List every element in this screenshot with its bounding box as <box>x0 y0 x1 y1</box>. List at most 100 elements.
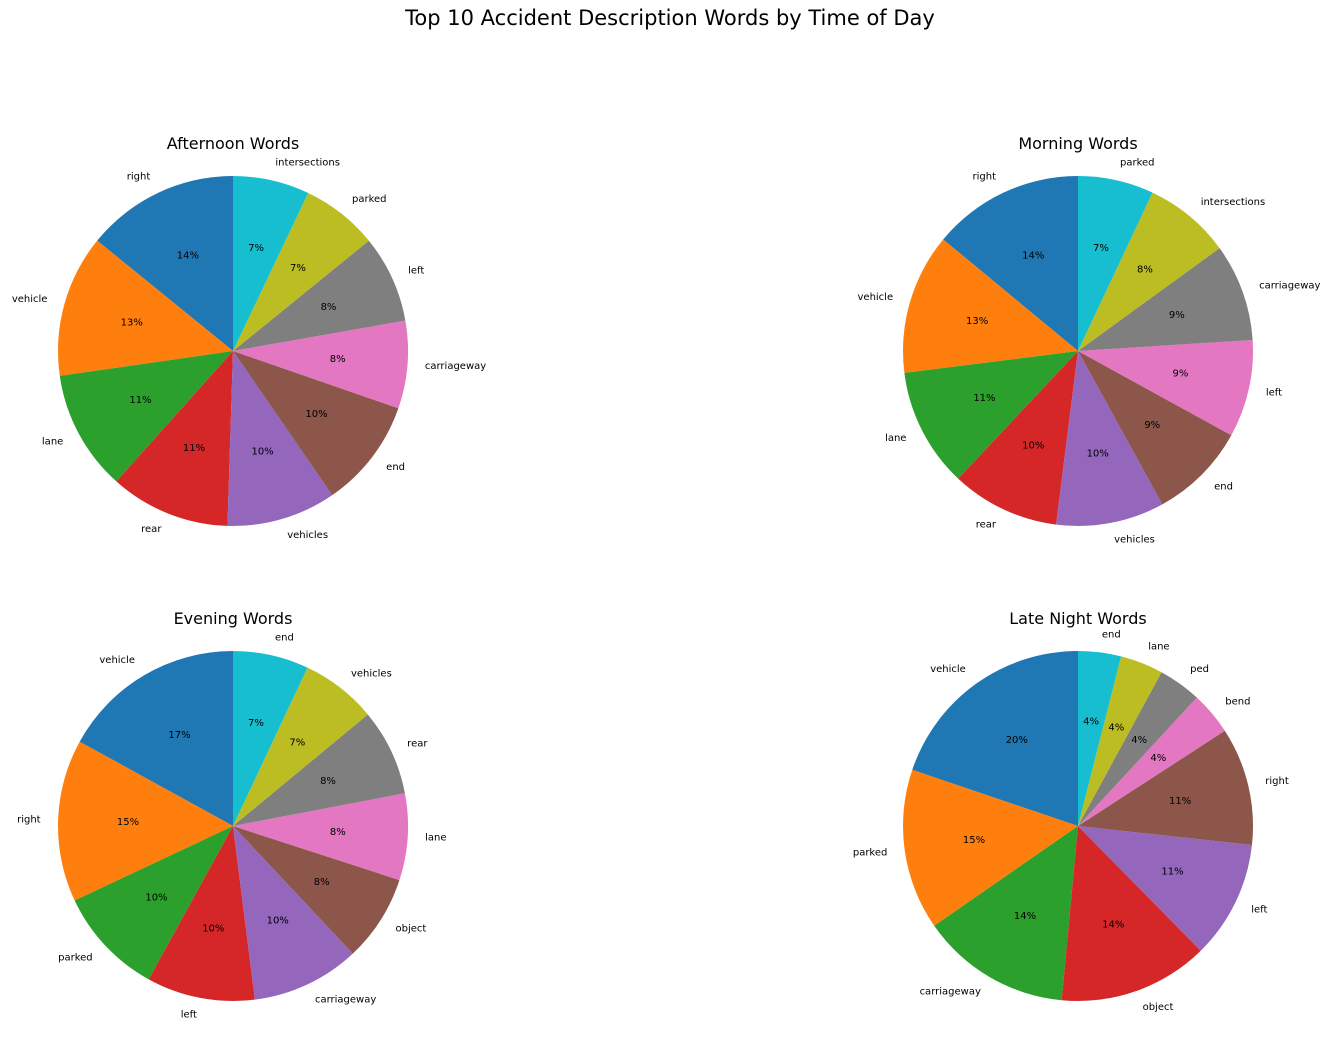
slice-percent-lane: 4% <box>1108 723 1124 734</box>
slice-percent-rear: 8% <box>320 776 336 787</box>
pie-slice-right <box>97 176 233 351</box>
slice-label-bend: bend <box>1225 697 1250 708</box>
pie-slice-lane <box>233 793 408 881</box>
slice-percent-left: 9% <box>1173 368 1189 379</box>
slice-percent-lane: 8% <box>330 827 346 838</box>
slice-label-lane: lane <box>42 436 63 447</box>
slice-label-object: object <box>396 924 427 935</box>
figure-title: Top 10 Accident Description Words by Tim… <box>405 6 935 30</box>
slice-percent-end: 10% <box>305 409 327 420</box>
slice-percent-bend: 4% <box>1150 753 1166 764</box>
slice-percent-vehicle: 20% <box>1006 735 1028 746</box>
slice-label-left: left <box>181 1010 197 1021</box>
slice-label-left: left <box>1266 387 1282 398</box>
slice-percent-parked: 7% <box>1093 243 1109 254</box>
chart-title: Late Night Words <box>1009 609 1146 628</box>
slice-label-ped: ped <box>1190 664 1209 675</box>
slice-percent-carriageway: 10% <box>267 916 289 927</box>
slice-percent-carriageway: 14% <box>1014 911 1036 922</box>
slice-label-rear: rear <box>976 520 997 531</box>
slice-percent-end: 9% <box>1144 420 1160 431</box>
chart-title: Afternoon Words <box>167 134 300 153</box>
slice-percent-ped: 4% <box>1131 735 1147 746</box>
slice-label-object: object <box>1143 1002 1174 1013</box>
slice-percent-left: 11% <box>1161 866 1183 877</box>
slice-label-vehicle: vehicle <box>930 664 966 675</box>
pie-slice-left <box>148 826 255 1001</box>
pie-slice-lane <box>59 351 233 482</box>
pie-slice-parked <box>74 826 233 980</box>
pie-slice-left <box>1078 826 1252 951</box>
slice-label-end: end <box>1214 482 1233 493</box>
chart-title: Morning Words <box>1018 134 1137 153</box>
slice-label-lane: lane <box>1148 641 1169 652</box>
slice-percent-parked: 15% <box>963 835 985 846</box>
slice-label-carriageway: carriageway <box>1259 280 1320 291</box>
slice-label-right: right <box>1265 776 1289 787</box>
slice-label-left: left <box>1251 904 1267 915</box>
pie-slice-end <box>233 351 399 496</box>
pie-slice-vehicle <box>912 651 1078 826</box>
slice-label-carriageway: carriageway <box>920 987 981 998</box>
slice-label-parked: parked <box>1120 158 1155 169</box>
slice-percent-carriageway: 8% <box>330 354 346 365</box>
slice-label-right: right <box>973 171 997 182</box>
slice-percent-object: 14% <box>1102 919 1124 930</box>
slice-label-vehicles: vehicles <box>287 530 328 541</box>
slice-percent-lane: 11% <box>973 393 995 404</box>
slice-percent-parked: 7% <box>290 263 306 274</box>
slice-percent-object: 8% <box>314 877 330 888</box>
slice-percent-lane: 11% <box>129 395 151 406</box>
slice-label-lane: lane <box>425 833 446 844</box>
slice-percent-vehicles: 7% <box>289 738 305 749</box>
slice-label-right: right <box>17 814 41 825</box>
slice-label-lane: lane <box>885 433 906 444</box>
pie-slice-right <box>58 741 234 901</box>
slice-percent-carriageway: 9% <box>1169 310 1185 321</box>
slice-percent-vehicles: 10% <box>251 446 273 457</box>
slice-percent-left: 10% <box>202 924 224 935</box>
slice-percent-intersections: 8% <box>1137 265 1153 276</box>
pie-slice-vehicles <box>227 351 333 526</box>
pie-slice-intersections <box>233 176 309 351</box>
pie-slice-vehicle <box>903 239 1078 373</box>
pie-slice-end <box>1078 351 1232 505</box>
pie-chart-evening-words: Evening Words vehicle 17% right 15% parked 10%… <box>17 609 446 1021</box>
slice-percent-end: 4% <box>1083 716 1099 727</box>
pie-slice-object <box>233 826 400 954</box>
slice-label-intersections: intersections <box>1201 197 1266 208</box>
pie-slice-vehicles <box>233 667 368 826</box>
slice-percent-end: 7% <box>248 718 264 729</box>
slice-label-parked: parked <box>352 194 387 205</box>
slice-label-end: end <box>386 462 405 473</box>
pie-slice-rear <box>116 351 233 526</box>
slice-label-parked: parked <box>853 847 888 858</box>
slice-label-parked: parked <box>58 952 93 963</box>
slice-label-vehicle: vehicle <box>99 655 135 666</box>
slice-label-carriageway: carriageway <box>425 361 486 372</box>
pie-slice-carriageway <box>934 826 1078 1001</box>
pie-slice-vehicle <box>79 651 234 826</box>
pie-slice-carriageway <box>233 320 409 409</box>
pie-slice-right <box>1078 730 1253 846</box>
pie-slice-rear <box>958 351 1078 525</box>
pie-slice-intersections <box>1078 192 1220 351</box>
slice-percent-right: 14% <box>1022 250 1044 261</box>
pie-slice-lane <box>1078 656 1162 826</box>
slice-label-right: right <box>127 172 151 183</box>
slice-percent-vehicles: 10% <box>1087 449 1109 460</box>
pie-slice-right <box>943 176 1078 351</box>
pie-slice-bend <box>1078 697 1225 826</box>
slice-percent-rear: 11% <box>183 443 205 454</box>
slice-label-end: end <box>1102 629 1121 640</box>
pie-slice-rear <box>233 714 405 826</box>
pie-slice-end <box>233 651 308 826</box>
pie-chart-morning-words: Morning Words right 14% vehicle 13% lane 11% re… <box>858 134 1321 546</box>
pie-slice-lane <box>904 351 1078 479</box>
pie-slice-vehicles <box>1056 351 1163 526</box>
pie-slice-parked <box>233 192 369 351</box>
slice-percent-rear: 10% <box>1022 441 1044 452</box>
slice-label-vehicle: vehicle <box>858 292 894 303</box>
pie-slice-parked <box>903 769 1078 926</box>
